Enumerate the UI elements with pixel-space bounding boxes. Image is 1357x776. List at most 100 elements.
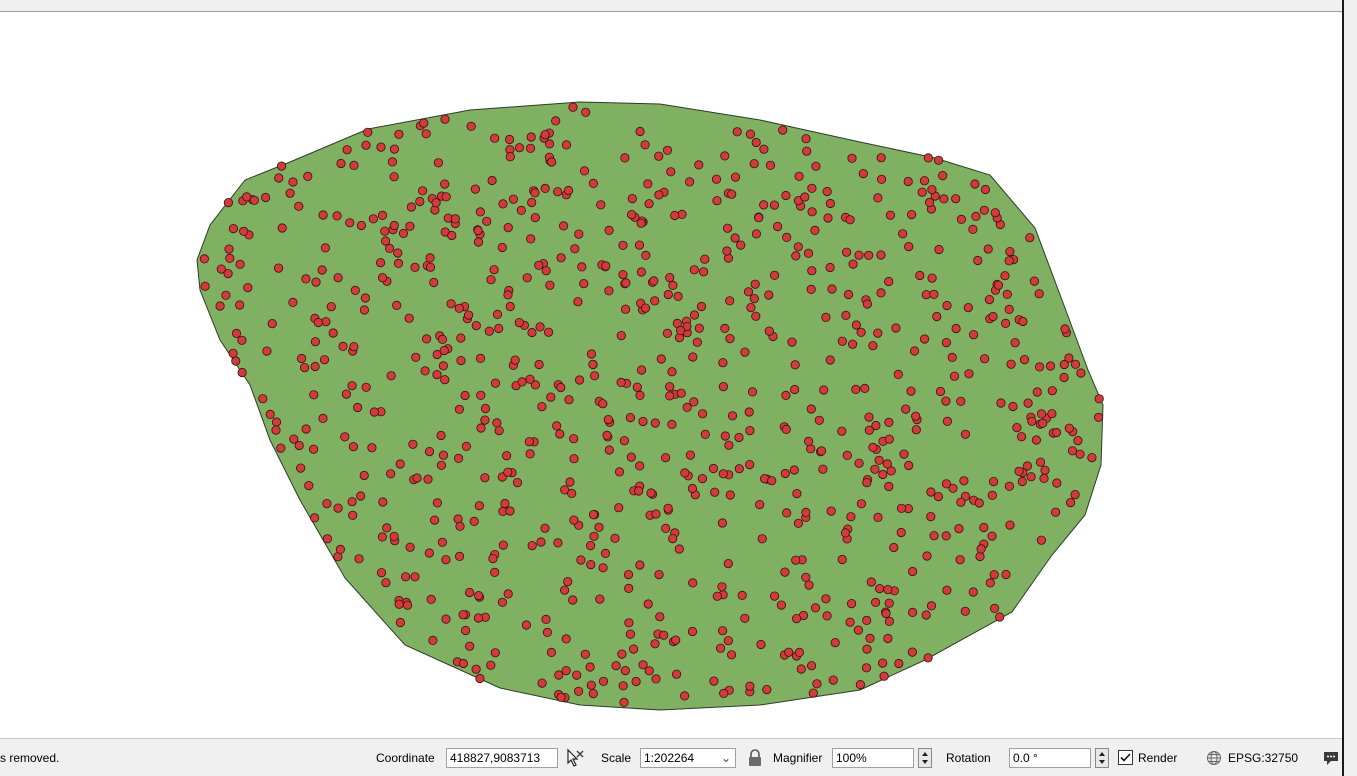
random-point xyxy=(552,421,562,431)
random-point xyxy=(274,173,284,183)
random-point xyxy=(801,572,811,582)
random-point xyxy=(1047,409,1057,419)
map-canvas[interactable] xyxy=(0,12,1342,738)
random-point xyxy=(780,468,790,479)
random-point xyxy=(461,441,471,451)
random-point xyxy=(349,342,359,352)
random-point xyxy=(855,679,866,690)
random-point xyxy=(790,384,800,395)
random-point xyxy=(624,618,634,628)
random-point xyxy=(527,197,537,208)
random-point xyxy=(665,391,675,401)
random-point xyxy=(350,285,360,295)
random-point xyxy=(688,352,698,362)
random-point xyxy=(685,450,696,460)
random-point xyxy=(884,276,894,287)
random-point xyxy=(249,195,259,205)
speech-bubble-icon[interactable] xyxy=(1322,749,1340,770)
random-point xyxy=(565,477,575,487)
random-point xyxy=(328,328,338,338)
random-point xyxy=(665,272,675,283)
random-point xyxy=(1051,427,1062,438)
random-point xyxy=(215,301,225,311)
random-point xyxy=(878,469,888,480)
random-point xyxy=(610,533,620,543)
random-point xyxy=(730,172,741,182)
random-point xyxy=(811,161,821,171)
random-point xyxy=(906,386,916,396)
random-point xyxy=(585,540,596,551)
random-point xyxy=(618,681,628,691)
random-point xyxy=(628,644,639,654)
random-point xyxy=(589,371,600,381)
random-point xyxy=(596,200,606,210)
random-point xyxy=(376,568,387,578)
random-point xyxy=(301,274,311,284)
random-point xyxy=(438,361,448,371)
random-point xyxy=(718,381,729,392)
random-point xyxy=(503,223,513,233)
random-point xyxy=(995,612,1005,622)
random-point xyxy=(826,506,836,516)
random-point xyxy=(904,460,914,471)
random-point xyxy=(579,166,590,176)
random-point xyxy=(474,590,484,601)
random-point xyxy=(514,317,524,328)
random-point xyxy=(200,281,210,291)
lock-icon[interactable] xyxy=(747,749,763,770)
random-point xyxy=(588,688,598,699)
coordinate-field[interactable]: 418827,9083713 xyxy=(446,748,558,768)
random-point xyxy=(1059,372,1069,383)
random-point xyxy=(299,362,310,373)
random-point xyxy=(789,465,799,475)
random-point xyxy=(237,367,247,378)
random-point xyxy=(602,430,612,440)
random-point xyxy=(1008,401,1018,412)
globe-icon[interactable] xyxy=(1206,750,1222,769)
random-point xyxy=(993,280,1004,290)
random-point xyxy=(377,273,388,283)
random-point xyxy=(974,498,984,508)
random-point xyxy=(235,259,245,269)
render-checkbox[interactable] xyxy=(1118,750,1133,768)
random-point xyxy=(730,233,740,243)
random-point xyxy=(469,516,479,527)
random-point xyxy=(661,523,671,534)
random-point xyxy=(501,451,512,461)
random-point xyxy=(802,146,812,156)
random-point xyxy=(806,404,816,414)
random-point xyxy=(968,330,979,340)
random-point xyxy=(821,594,831,604)
random-point xyxy=(1059,359,1069,370)
random-point xyxy=(772,221,783,232)
random-point xyxy=(441,614,451,624)
magnifier-spinner[interactable] xyxy=(918,748,932,768)
random-point xyxy=(568,595,578,605)
rotation-spinner[interactable] xyxy=(1095,748,1109,768)
random-point xyxy=(660,453,671,463)
mouse-pointer-icon[interactable] xyxy=(564,748,586,771)
random-point xyxy=(309,390,319,400)
random-point xyxy=(294,440,304,451)
random-point xyxy=(525,374,535,384)
random-point xyxy=(530,188,540,198)
random-point xyxy=(782,508,792,518)
random-point xyxy=(573,686,584,696)
random-point xyxy=(541,266,551,276)
random-point xyxy=(923,653,933,663)
random-point xyxy=(310,337,320,347)
magnifier-field[interactable]: 100% xyxy=(832,748,914,768)
random-point xyxy=(948,483,958,493)
random-point xyxy=(891,323,901,333)
random-point xyxy=(598,563,608,573)
rotation-field[interactable]: 0.0 ° xyxy=(1009,748,1091,768)
random-point xyxy=(497,597,507,607)
random-point xyxy=(819,385,829,395)
random-point xyxy=(942,585,952,595)
crs-label[interactable]: EPSG:32750 xyxy=(1228,751,1299,765)
random-point xyxy=(942,416,953,426)
random-point xyxy=(415,196,425,207)
random-point xyxy=(709,676,719,686)
scale-combobox[interactable]: 1:202264 ⌄ xyxy=(640,748,736,768)
random-point xyxy=(437,537,447,547)
